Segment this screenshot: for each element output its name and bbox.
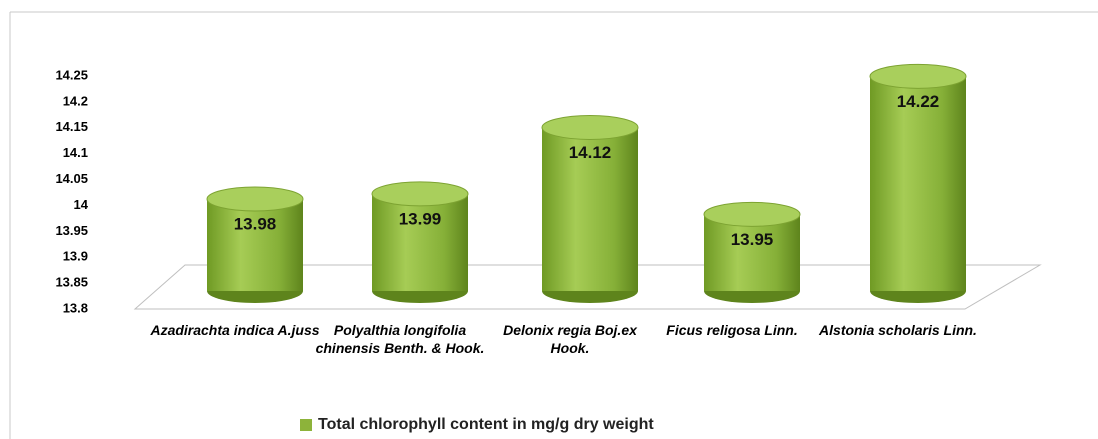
bar-top — [371, 181, 469, 207]
bar — [372, 193, 468, 291]
y-tick-label: 14.05 — [55, 171, 88, 186]
x-tick-label: Delonix regia Boj.ex Hook. — [503, 322, 637, 356]
y-tick-label: 13.8 — [63, 300, 88, 315]
legend-swatch — [300, 419, 312, 431]
y-tick-label: 14.15 — [55, 119, 88, 134]
y-tick-label: 14.2 — [63, 93, 88, 108]
y-tick-label: 14.25 — [55, 67, 88, 82]
x-tick-label: Azadirachta indica A.juss — [150, 322, 320, 338]
y-tick-label: 13.85 — [55, 275, 88, 290]
x-tick-label: Polyalthia longifolia chinensis Benth. &… — [315, 322, 485, 356]
x-tick-label: Ficus religosa Linn. — [666, 322, 798, 338]
y-tick-label: 13.95 — [55, 223, 88, 238]
value-label: 14.22 — [897, 92, 940, 111]
legend-label: Total chlorophyll content in mg/g dry we… — [318, 416, 654, 433]
y-tick-label: 14 — [74, 197, 89, 212]
value-label: 13.98 — [234, 214, 277, 233]
bar-top — [869, 63, 967, 89]
bar-top — [541, 114, 639, 140]
bar-top — [206, 186, 304, 212]
y-tick-label: 14.1 — [63, 145, 88, 160]
bar — [542, 127, 638, 291]
bar — [704, 214, 800, 291]
x-tick-label: Alstonia scholaris Linn. — [819, 322, 977, 338]
value-label: 13.99 — [399, 209, 442, 228]
bar — [207, 199, 303, 291]
y-tick-label: 13.9 — [63, 249, 88, 264]
bar — [870, 76, 966, 291]
value-label: 13.95 — [731, 230, 774, 249]
value-label: 14.12 — [569, 143, 612, 162]
bar-top — [703, 201, 801, 227]
